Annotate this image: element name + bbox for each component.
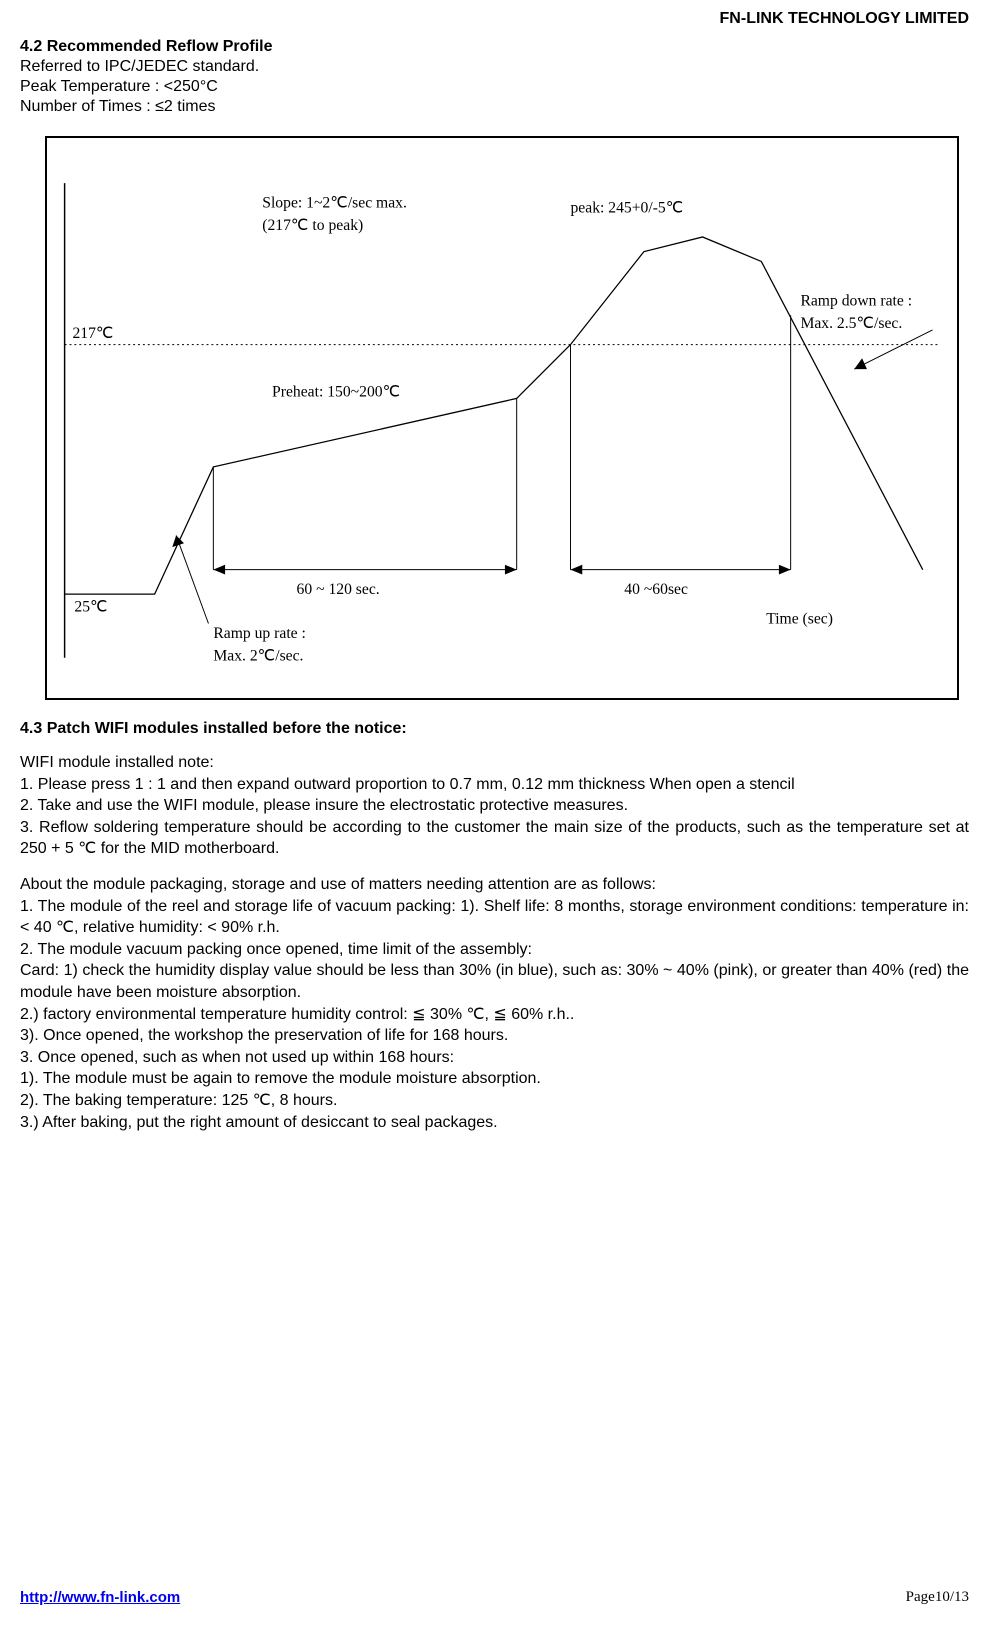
- p2: 2. Take and use the WIFI module, please …: [20, 795, 969, 817]
- page-footer: http://www.fn-link.com Page10/13: [20, 1589, 969, 1606]
- p9: 3). Once opened, the workshop the preser…: [20, 1025, 969, 1047]
- label-rampup1: Ramp up rate :: [213, 625, 306, 642]
- p3: 3. Reflow soldering temperature should b…: [20, 817, 969, 860]
- p13: 3.) After baking, put the right amount o…: [20, 1112, 969, 1134]
- p8: 2.) factory environmental temperature hu…: [20, 1004, 969, 1026]
- company-header: FN-LINK TECHNOLOGY LIMITED: [20, 10, 969, 28]
- label-preheat: Preheat: 150~200℃: [272, 383, 400, 400]
- p11: 1). The module must be again to remove t…: [20, 1068, 969, 1090]
- label-peak: peak: 245+0/-5℃: [570, 200, 683, 217]
- p0: WIFI module installed note:: [20, 752, 969, 774]
- p5: 1. The module of the reel and storage li…: [20, 896, 969, 939]
- page-number: Page10/13: [906, 1589, 969, 1606]
- section-42-line1: Referred to IPC/JEDEC standard.: [20, 58, 969, 76]
- section-43-body: WIFI module installed note: 1. Please pr…: [20, 752, 969, 1133]
- section-42-title: 4.2 Recommended Reflow Profile: [20, 38, 969, 56]
- p7: Card: 1) check the humidity display valu…: [20, 960, 969, 1003]
- reflow-profile-chart: Slope: 1~2℃/sec max. (217℃ to peak) peak…: [45, 136, 959, 700]
- section-42-line2: Peak Temperature : <250°C: [20, 78, 969, 96]
- reflow-svg: Slope: 1~2℃/sec max. (217℃ to peak) peak…: [47, 138, 957, 698]
- p4: About the module packaging, storage and …: [20, 874, 969, 896]
- label-rampup2: Max. 2℃/sec.: [213, 648, 303, 665]
- p10: 3. Once opened, such as when not used up…: [20, 1047, 969, 1069]
- section-42-line3: Number of Times : ≤2 times: [20, 98, 969, 116]
- label-dur1: 60 ~ 120 sec.: [297, 581, 380, 598]
- label-dur2: 40 ~60sec: [624, 581, 688, 598]
- label-rampdown1: Ramp down rate :: [800, 292, 912, 309]
- p12: 2). The baking temperature: 125 ℃, 8 hou…: [20, 1090, 969, 1112]
- footer-link[interactable]: http://www.fn-link.com: [20, 1589, 180, 1606]
- label-slope: Slope: 1~2℃/sec max.: [262, 195, 407, 212]
- label-slope2: (217℃ to peak): [262, 217, 363, 234]
- p6: 2. The module vacuum packing once opened…: [20, 939, 969, 961]
- label-25: 25℃: [74, 599, 107, 616]
- label-217: 217℃: [72, 325, 113, 342]
- p1: 1. Please press 1 : 1 and then expand ou…: [20, 774, 969, 796]
- label-time: Time (sec): [766, 610, 833, 627]
- section-43-title: 4.3 Patch WIFI modules installed before …: [20, 720, 969, 738]
- label-rampdown2: Max. 2.5℃/sec.: [800, 315, 902, 332]
